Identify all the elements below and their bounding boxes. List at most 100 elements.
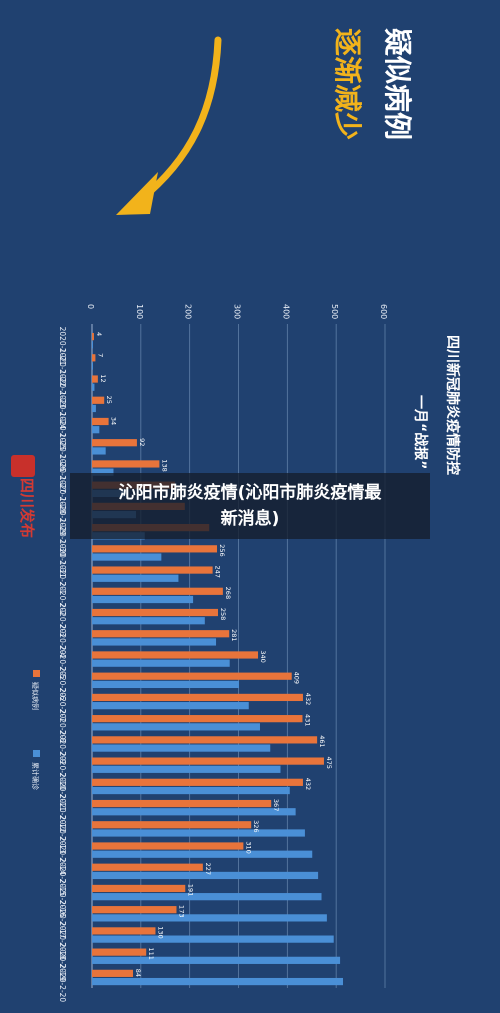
category-label: 2020-2-15 — [58, 857, 67, 896]
bar-suspected — [92, 332, 94, 341]
bar-confirmed — [92, 850, 313, 858]
category-label: 2020-2-14 — [58, 836, 67, 875]
bar-suspected — [92, 906, 177, 914]
data-label: 431 — [303, 714, 311, 726]
x-tick-label: 500 — [330, 304, 339, 319]
bar-suspected — [92, 693, 303, 702]
data-label: 227 — [204, 863, 212, 875]
legend-label: 累计确诊 — [31, 762, 40, 790]
category-label: 2020-1-28 — [58, 475, 67, 514]
bar-suspected — [92, 948, 147, 956]
bar-suspected — [92, 672, 292, 680]
data-label: 25 — [105, 396, 113, 404]
data-label: 111 — [147, 948, 155, 960]
bar-suspected — [92, 778, 303, 786]
data-label: 475 — [325, 756, 333, 768]
data-label: 34 — [110, 417, 118, 425]
bar-confirmed — [92, 786, 290, 795]
data-label: 281 — [230, 629, 238, 641]
bar-confirmed — [92, 765, 281, 773]
x-tick-label: 100 — [135, 304, 144, 319]
bar-confirmed — [92, 977, 344, 986]
category-label: 2020-2-18 — [58, 921, 67, 960]
category-label: 2020-2-3 — [58, 603, 67, 637]
bar-suspected — [92, 927, 156, 935]
category-label: 2020-2-10 — [58, 751, 67, 790]
category-label: 2020-1-31 — [58, 539, 67, 578]
headline-suspected: 疑似病例 — [381, 28, 414, 140]
bar-confirmed — [92, 447, 106, 455]
data-label: 326 — [252, 820, 260, 832]
arrow-body — [136, 36, 222, 204]
headline-decreasing: 逐渐减少 — [331, 28, 364, 140]
article-title-overlay[interactable]: 沁阳市肺炎疫情(沁阳市肺炎疫情最 新消息) — [70, 473, 430, 539]
bar-confirmed — [92, 553, 162, 561]
bar-suspected — [92, 439, 137, 447]
category-label: 2020-1-22 — [58, 348, 67, 387]
category-label: 2020-2-20 — [58, 963, 67, 1002]
category-label: 2020-2-17 — [58, 900, 67, 939]
data-label: 92 — [138, 438, 146, 446]
bar-suspected — [92, 587, 223, 595]
chart-subtitle: 一月“战报” — [412, 395, 429, 469]
data-label: 12 — [99, 374, 107, 382]
data-label: 173 — [177, 905, 185, 917]
chart-title: 四川新冠肺炎疫情防控 — [444, 335, 461, 475]
bar-suspected — [92, 608, 218, 617]
bar-confirmed — [92, 404, 96, 413]
category-label: 2020-2-16 — [58, 878, 67, 917]
bar-confirmed — [92, 829, 305, 837]
bar-suspected — [92, 566, 213, 574]
bar-confirmed — [92, 341, 93, 349]
category-label: 2020-2-13 — [58, 815, 67, 854]
category-label: 2020-1-27 — [58, 454, 67, 493]
data-label: 247 — [214, 565, 222, 577]
data-label: 432 — [304, 693, 312, 705]
category-label: 2020-2-7 — [58, 687, 67, 721]
bar-confirmed — [92, 595, 194, 604]
bar-confirmed — [92, 617, 205, 625]
data-label: 7 — [96, 353, 104, 357]
data-label: 310 — [244, 841, 252, 853]
category-label: 2020-2-2 — [58, 581, 67, 615]
bar-suspected — [92, 799, 272, 808]
category-label: 2020-2-5 — [58, 645, 67, 679]
category-label: 2020-2-6 — [58, 666, 67, 700]
bar-suspected — [92, 651, 259, 659]
bar-confirmed — [92, 893, 322, 901]
data-label: 191 — [186, 884, 194, 896]
x-tick-label: 200 — [184, 304, 193, 319]
bar-confirmed — [92, 935, 334, 943]
category-label: 2020-1-21 — [58, 327, 67, 366]
data-label: 130 — [156, 926, 164, 938]
category-label: 2020-2-11 — [58, 772, 67, 811]
bar-suspected — [92, 969, 134, 977]
category-label: 2020-2-9 — [58, 730, 67, 764]
category-label: 2020-1-29 — [58, 496, 67, 535]
x-tick-label: 300 — [233, 304, 242, 319]
bar-confirmed — [92, 744, 271, 752]
bar-suspected — [92, 842, 244, 850]
category-label: 2020-2-4 — [58, 624, 67, 658]
bar-confirmed — [92, 574, 179, 582]
data-label: 256 — [218, 544, 226, 556]
bar-suspected — [92, 545, 218, 553]
article-title-line2: 新消息) — [220, 509, 280, 529]
bar-suspected — [92, 460, 160, 468]
category-label: 2020-1-23 — [58, 369, 67, 408]
data-label: 340 — [259, 650, 267, 662]
legend-swatch — [33, 670, 40, 677]
arrow-head — [116, 172, 158, 215]
bar-confirmed — [92, 383, 95, 391]
legend-label: 疑似病例 — [31, 682, 40, 710]
bar-confirmed — [92, 362, 93, 370]
x-tick-label: 600 — [379, 304, 388, 319]
data-label: 409 — [293, 672, 301, 684]
category-label: 2020-2-12 — [58, 794, 67, 833]
bar-confirmed — [92, 659, 230, 667]
bar-suspected — [92, 757, 324, 765]
category-label: 2020-1-24 — [58, 390, 67, 429]
bar-confirmed — [92, 808, 296, 816]
data-label: 367 — [272, 799, 280, 811]
